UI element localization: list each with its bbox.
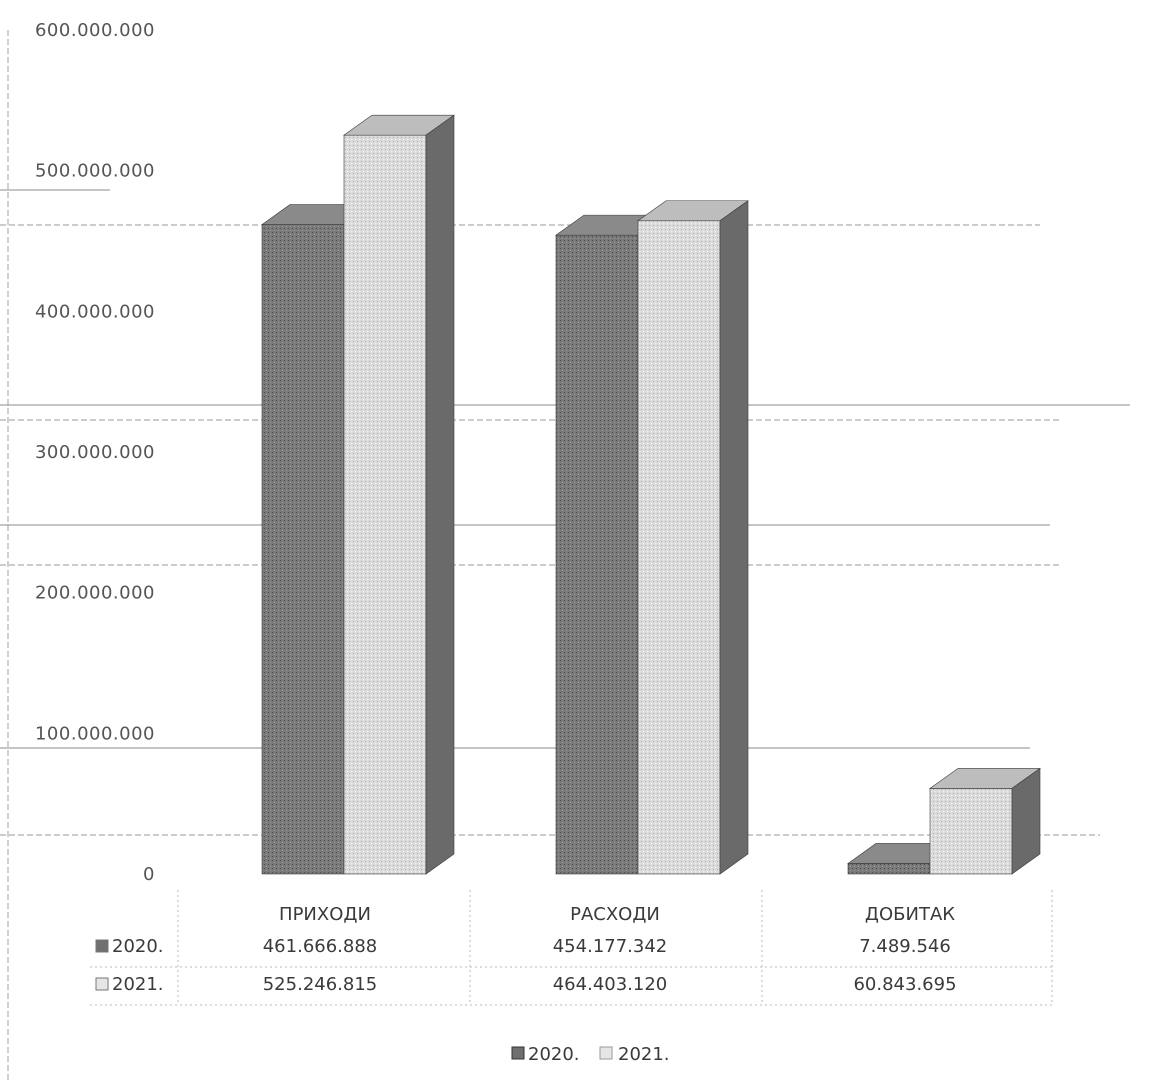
table-cell: 464.403.120 bbox=[553, 974, 668, 995]
legend-label-2020: 2020. bbox=[528, 1044, 580, 1065]
legend-swatch-2021 bbox=[599, 1046, 613, 1060]
table-cell: 60.843.695 bbox=[853, 974, 956, 995]
y-tick-label: 100.000.000 bbox=[35, 723, 155, 744]
category-label: РАСХОДИ bbox=[570, 904, 660, 925]
bar-2020-2 bbox=[847, 863, 931, 875]
bar-2020-0 bbox=[261, 224, 345, 875]
table-key-swatch bbox=[95, 939, 109, 953]
category-label: ДОБИТАК bbox=[865, 904, 955, 925]
bar-2021-1 bbox=[637, 220, 721, 875]
legend: 2020. 2021. bbox=[511, 1044, 670, 1065]
table-row-key: 2020. bbox=[112, 936, 164, 957]
table-key-swatch bbox=[95, 977, 109, 991]
bar-2020-1 bbox=[555, 234, 639, 875]
y-tick-label: 0 bbox=[143, 864, 155, 885]
bars bbox=[261, 114, 1041, 875]
legend-label-2021: 2021. bbox=[618, 1044, 670, 1065]
y-axis-tick-labels: 0 100.000.000 200.000.000 300.000.000 400.00… bbox=[35, 20, 155, 885]
y-tick-label: 200.000.000 bbox=[35, 583, 155, 604]
table-cell: 461.666.888 bbox=[263, 936, 378, 957]
table-cell: 454.177.342 bbox=[553, 936, 668, 957]
bar-side-0 bbox=[425, 114, 455, 875]
table-cell: 7.489.546 bbox=[859, 936, 951, 957]
bar-side-1 bbox=[719, 200, 749, 875]
data-table: 2020. 461.666.888 454.177.342 7.489.546 2021… bbox=[90, 890, 1053, 1006]
bar-2021-0 bbox=[343, 134, 427, 875]
category-labels: ПРИХОДИ РАСХОДИ ДОБИТАК bbox=[279, 904, 955, 925]
y-tick-label: 500.000.000 bbox=[35, 161, 155, 182]
legend-swatch-2020 bbox=[511, 1046, 525, 1060]
y-tick-label: 300.000.000 bbox=[35, 442, 155, 463]
table-row-key: 2021. bbox=[112, 974, 164, 995]
table-cell: 525.246.815 bbox=[263, 974, 378, 995]
bar-2021-2 bbox=[929, 788, 1013, 875]
category-label: ПРИХОДИ bbox=[279, 904, 371, 925]
y-tick-label: 400.000.000 bbox=[35, 301, 155, 322]
y-tick-label: 600.000.000 bbox=[35, 20, 155, 41]
bar-side-2 bbox=[1011, 767, 1041, 875]
